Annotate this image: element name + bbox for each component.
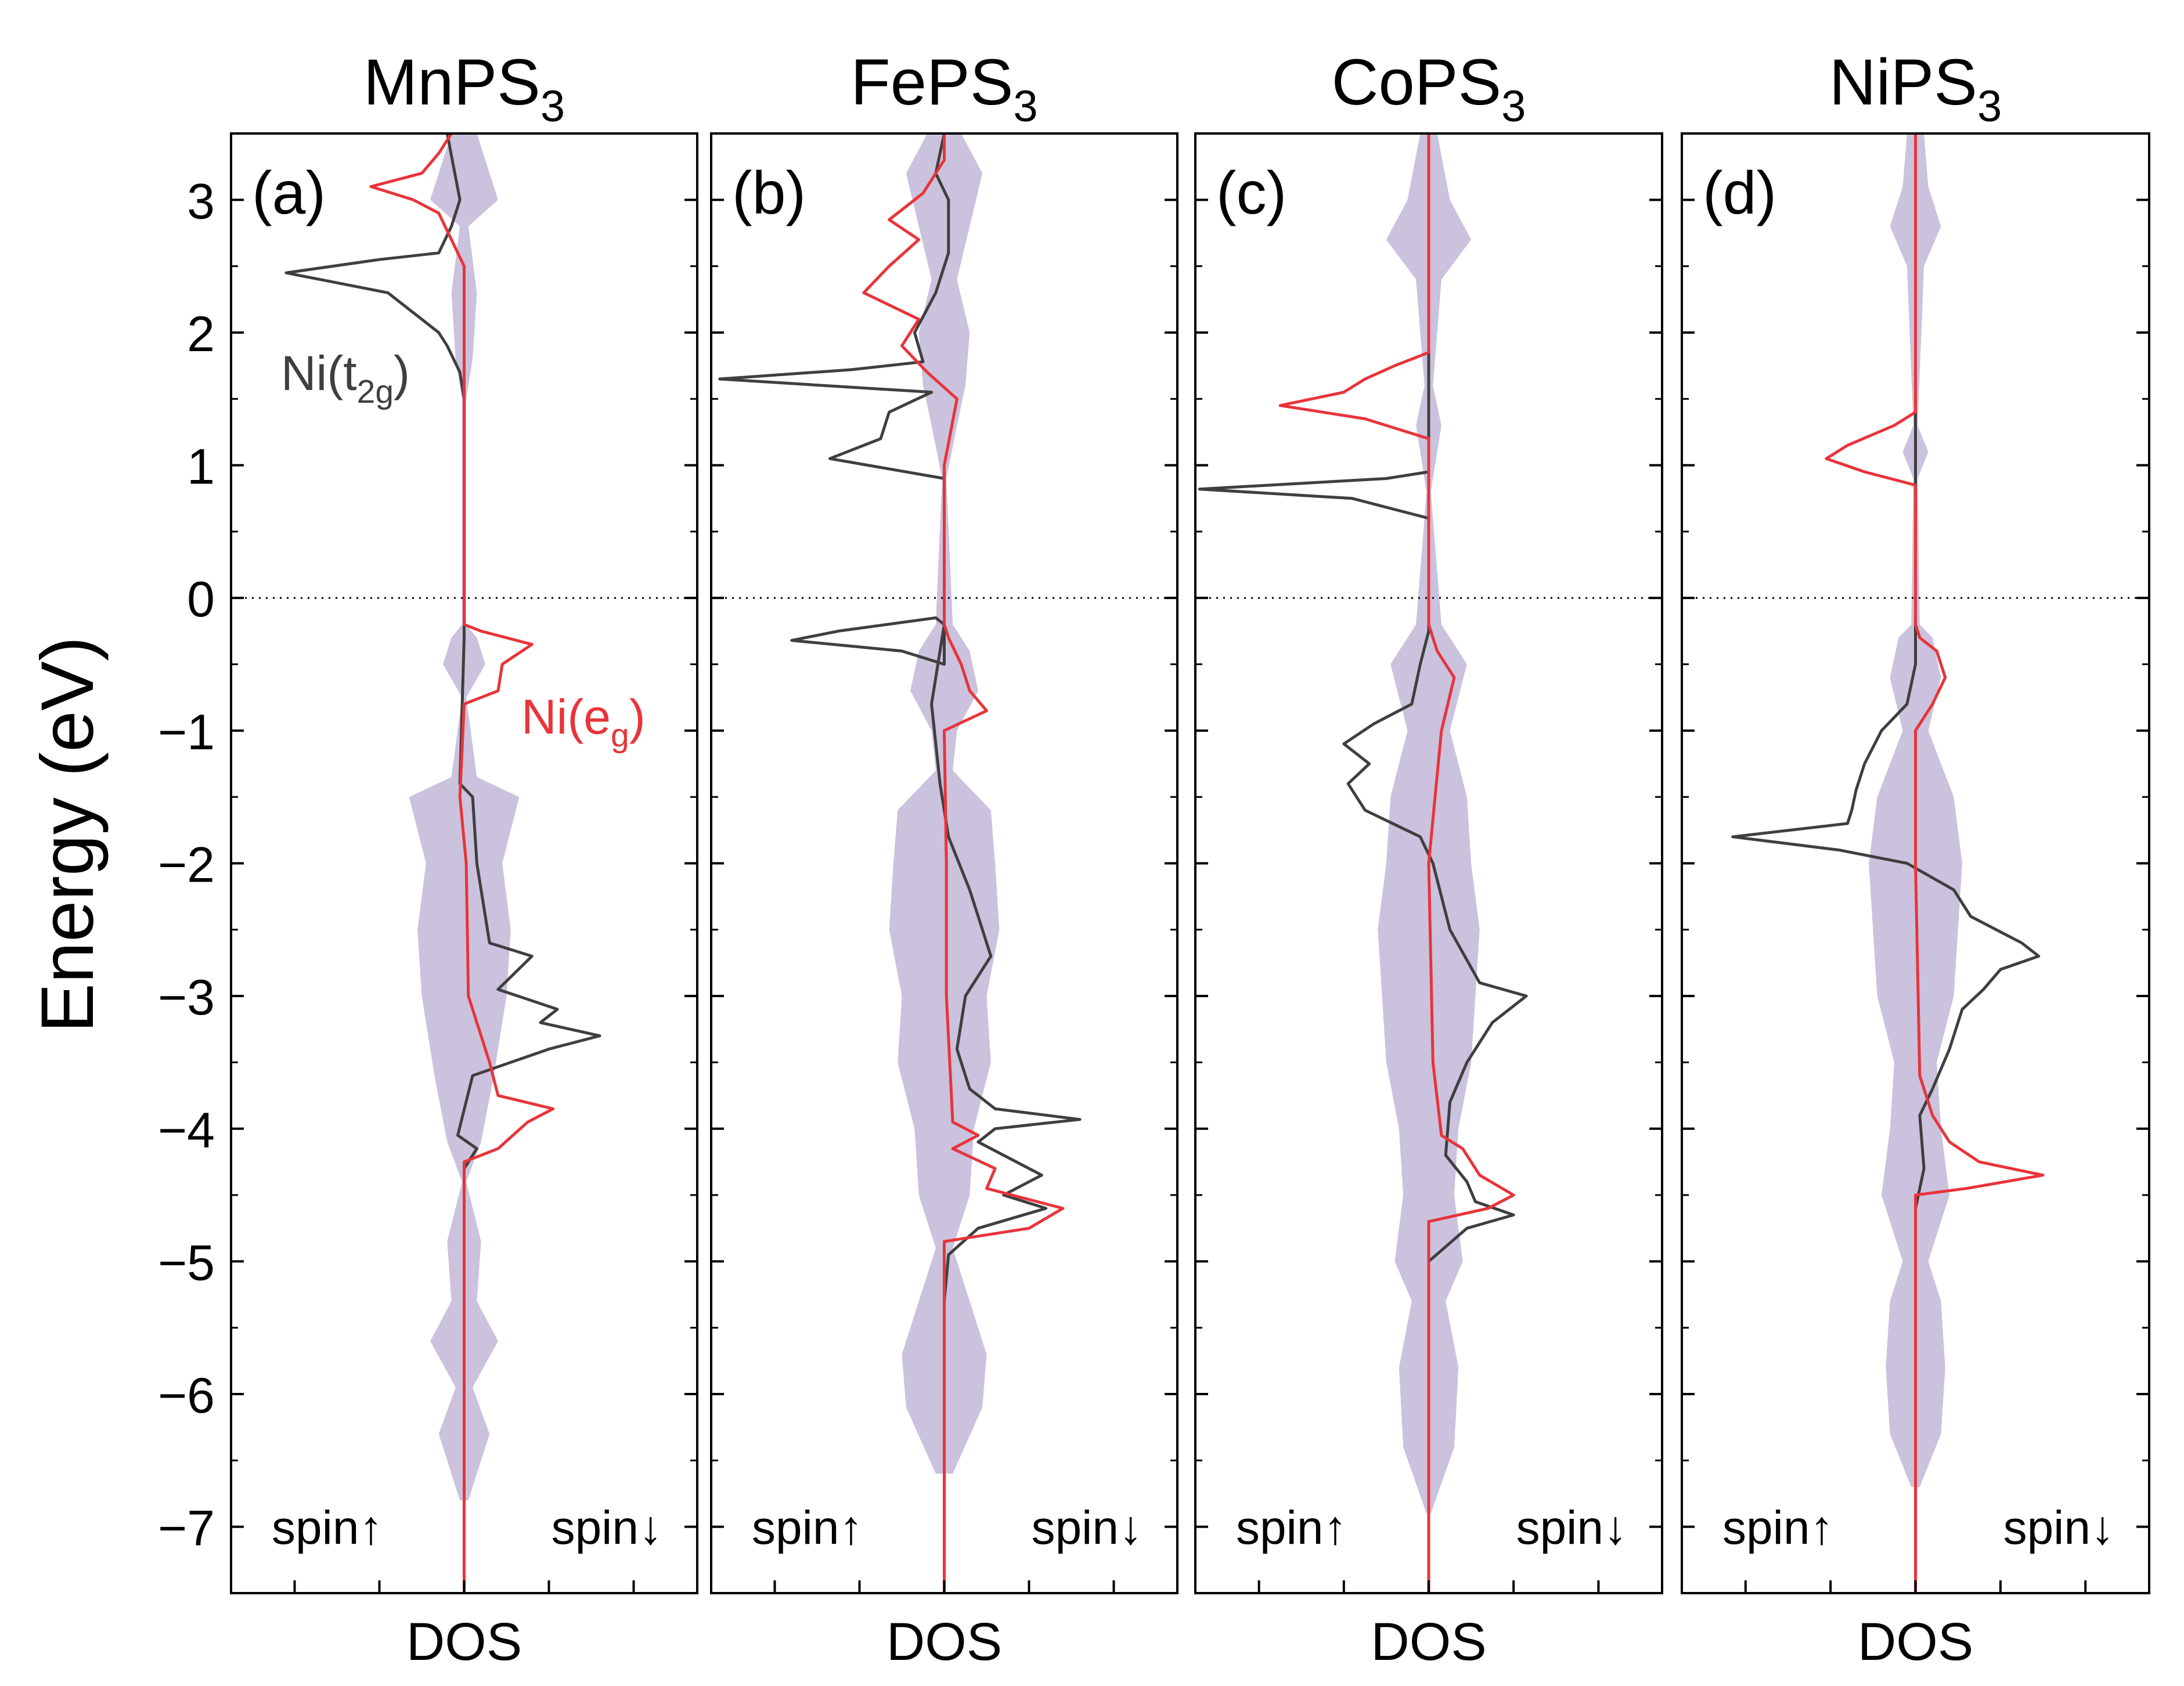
panel-4: NiPS3 (d) spin↑ spin↓ DOS bbox=[1681, 46, 2150, 1671]
panel-3: CoPS3 (c) spin↑ spin↓ DOS bbox=[1194, 46, 1663, 1671]
total-dos-area bbox=[409, 133, 520, 1500]
x-axis-label: DOS bbox=[1858, 1612, 1973, 1671]
x-axis-label: DOS bbox=[1371, 1612, 1486, 1671]
t2g-line bbox=[1731, 133, 2041, 1593]
y-tick-label: −6 bbox=[158, 1368, 215, 1424]
panel-title: CoPS3 bbox=[1332, 46, 1526, 131]
panel-label: (b) bbox=[732, 160, 806, 227]
spin-down-label: spin↓ bbox=[1032, 1501, 1143, 1554]
spin-down-label: spin↓ bbox=[2003, 1501, 2114, 1554]
t2g-line bbox=[718, 133, 1082, 1593]
eg-line bbox=[1825, 133, 2045, 1593]
panel-1: MnPS3 3 2 1 0 −1 −2 −3 −4 −5 −6 −7 (a) spin↑ spin↓ DOS N… bbox=[158, 46, 698, 1671]
spin-up-label: spin↑ bbox=[752, 1501, 863, 1554]
y-tick-label: 0 bbox=[187, 572, 215, 627]
y-tick-label: −4 bbox=[158, 1103, 215, 1158]
plot-area bbox=[711, 133, 1177, 1593]
panel-label: (d) bbox=[1703, 160, 1776, 227]
y-tick-label: 2 bbox=[187, 306, 215, 362]
x-axis-label: DOS bbox=[406, 1612, 522, 1671]
total-dos-area bbox=[1378, 133, 1480, 1514]
x-axis-label: DOS bbox=[886, 1612, 1002, 1671]
panel-label: (c) bbox=[1216, 160, 1286, 227]
plot-area bbox=[1682, 133, 2149, 1593]
eg-line bbox=[1278, 133, 1515, 1593]
panel-2: FePS3 (b) spin↑ spin↓ DOS bbox=[710, 46, 1179, 1671]
spin-up-label: spin↑ bbox=[272, 1501, 383, 1554]
spin-down-label: spin↓ bbox=[1516, 1501, 1627, 1554]
spin-up-label: spin↑ bbox=[1236, 1501, 1347, 1554]
y-tick-label: −1 bbox=[158, 705, 215, 760]
panel-title: NiPS3 bbox=[1829, 46, 2002, 131]
plot-area bbox=[231, 133, 697, 1593]
t2g-series-label: Ni(t2g) bbox=[281, 346, 410, 410]
y-tick-label: −3 bbox=[158, 970, 215, 1026]
y-tick-label: 1 bbox=[187, 439, 215, 495]
y-axis-label: Energy (eV) bbox=[26, 637, 109, 1033]
y-tick-label: 3 bbox=[187, 174, 215, 229]
plot-area bbox=[1195, 133, 1662, 1593]
y-tick-label: −2 bbox=[158, 837, 215, 893]
y-tick-label: −7 bbox=[158, 1501, 215, 1557]
t2g-line bbox=[284, 133, 601, 1593]
panel-title: MnPS3 bbox=[363, 46, 565, 131]
spin-up-label: spin↑ bbox=[1722, 1501, 1833, 1554]
eg-line bbox=[369, 133, 555, 1593]
panel-label: (a) bbox=[252, 160, 326, 227]
eg-line bbox=[862, 133, 1065, 1593]
spin-down-label: spin↓ bbox=[552, 1501, 662, 1554]
y-tick-label: −5 bbox=[158, 1235, 215, 1291]
panel-title: FePS3 bbox=[850, 46, 1037, 131]
eg-series-label: Ni(eg) bbox=[521, 689, 646, 754]
t2g-line bbox=[1198, 133, 1528, 1593]
